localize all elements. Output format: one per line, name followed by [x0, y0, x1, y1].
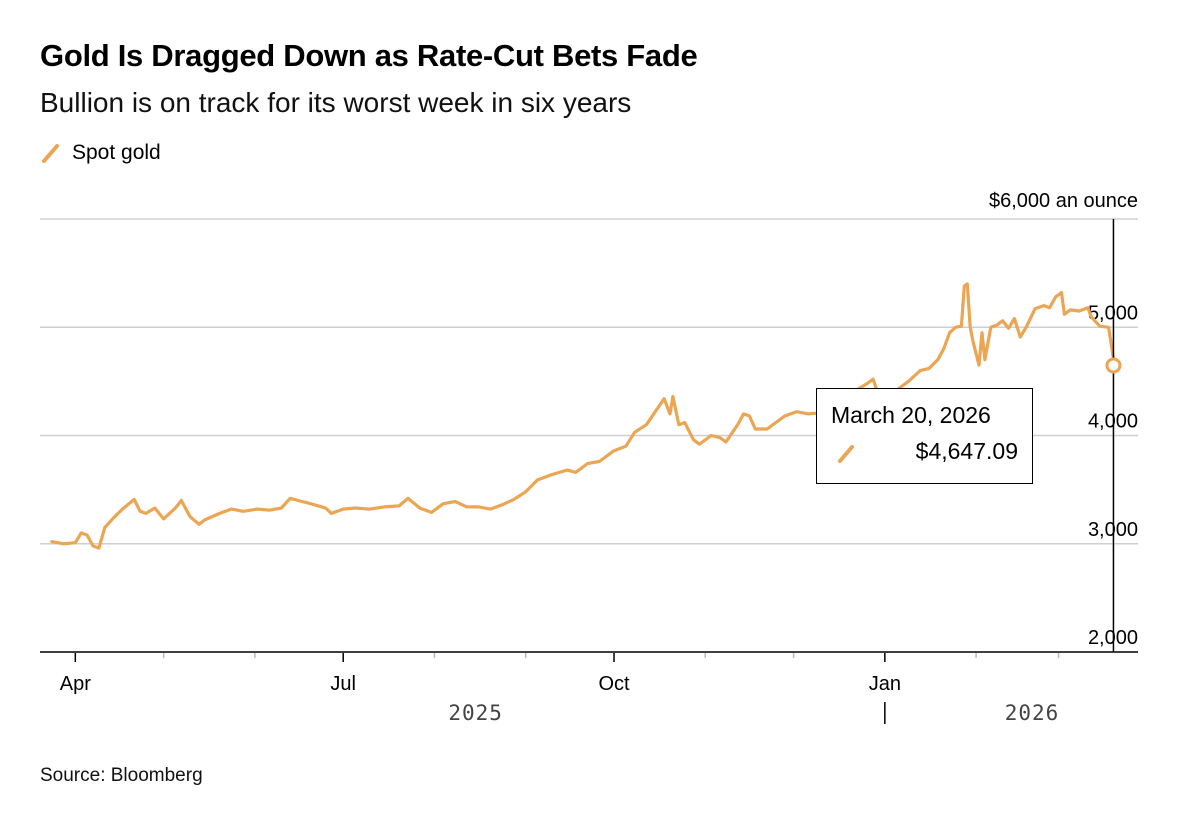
- year-label: 2026: [1005, 701, 1060, 725]
- year-label: 2025: [448, 701, 503, 725]
- hover-marker: [1105, 357, 1122, 374]
- legend: Spot gold: [40, 141, 161, 165]
- x-tick-label: Apr: [60, 673, 91, 695]
- chart-subtitle: Bullion is on track for its worst week i…: [40, 87, 632, 118]
- x-tick-label: Jul: [330, 673, 356, 695]
- legend-label-spot-gold: Spot gold: [72, 141, 161, 164]
- chart-title: Gold Is Dragged Down as Rate-Cut Bets Fa…: [40, 38, 698, 73]
- tooltip-date: March 20, 2026: [831, 402, 991, 428]
- x-tick-label: Oct: [598, 673, 630, 695]
- tooltip-line-icon: [838, 445, 854, 463]
- y-axis-unit-label: $6,000 an ounce: [989, 190, 1138, 212]
- series-line-spot-gold: [50, 282, 1117, 550]
- source-note: Source: Bloomberg: [40, 765, 203, 786]
- tooltip-value: $4,647.09: [915, 438, 1018, 464]
- hover-tooltip: March 20, 2026 $4,647.09: [816, 388, 1033, 484]
- legend-line-icon: [42, 144, 59, 163]
- x-tick-label: Jan: [869, 673, 901, 695]
